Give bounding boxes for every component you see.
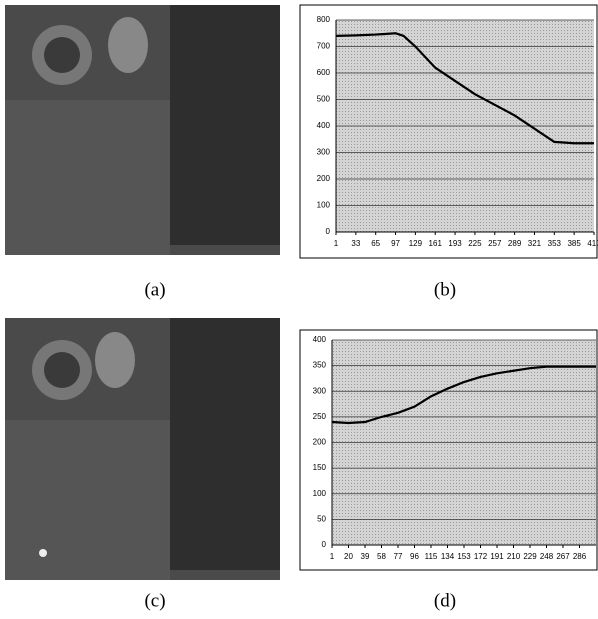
x-tick-label: 77 [394,552,403,561]
x-tick-label: 153 [457,552,471,561]
y-tick-label: 400 [317,121,331,130]
y-tick-label: 800 [317,15,331,24]
x-tick-label: 191 [490,552,504,561]
y-tick-label: 250 [313,412,327,421]
y-tick-label: 600 [317,68,331,77]
y-tick-label: 200 [313,438,327,447]
x-tick-label: 225 [468,239,482,248]
x-tick-label: 248 [540,552,554,561]
y-tick-label: 50 [317,514,326,523]
y-tick-label: 400 [313,335,327,344]
caption: (d) [434,590,456,611]
y-tick-label: 350 [313,361,327,370]
x-tick-label: 115 [425,552,438,561]
caption: (b) [434,279,456,300]
x-tick-label: 289 [508,239,522,248]
y-tick-label: 300 [313,386,327,395]
data-line [335,32,594,145]
x-tick-label: 161 [429,239,443,248]
x-tick-label: 353 [548,239,562,248]
x-tick-label: 39 [361,552,370,561]
y-tick-label: 700 [317,42,331,51]
x-tick-label: 58 [377,552,386,561]
y-tick-label: 100 [313,489,327,498]
y-tick-label: 100 [317,201,331,210]
y-tick-label: 200 [317,174,331,183]
photo-c [5,318,280,580]
y-tick-label: 0 [322,540,327,549]
caption: (a) [144,279,165,300]
x-tick-label: 97 [391,239,400,248]
y-tick-label: 0 [326,227,331,236]
x-tick-label: 229 [523,552,537,561]
x-tick-label: 267 [556,552,570,561]
x-tick-label: 1 [334,239,339,248]
x-tick-label: 65 [371,239,380,248]
y-tick-label: 150 [313,463,327,472]
data-line [331,365,596,425]
x-tick-label: 33 [351,239,360,248]
x-tick-label: 96 [410,552,419,561]
x-tick-label: 1 [330,552,335,561]
x-tick-label: 129 [409,239,423,248]
caption: (c) [144,590,165,611]
x-tick-label: 257 [488,239,502,248]
x-tick-label: 321 [528,239,542,248]
x-tick-label: 210 [507,552,521,561]
y-tick-label: 500 [317,95,331,104]
x-tick-label: 286 [573,552,587,561]
photo-a [5,5,280,255]
x-tick-label: 193 [448,239,462,248]
x-tick-label: 20 [344,552,353,561]
x-tick-label: 134 [441,552,455,561]
x-tick-label: 385 [567,239,581,248]
x-tick-label: 417 [587,239,598,248]
x-tick-label: 172 [474,552,488,561]
y-tick-label: 300 [317,148,331,157]
